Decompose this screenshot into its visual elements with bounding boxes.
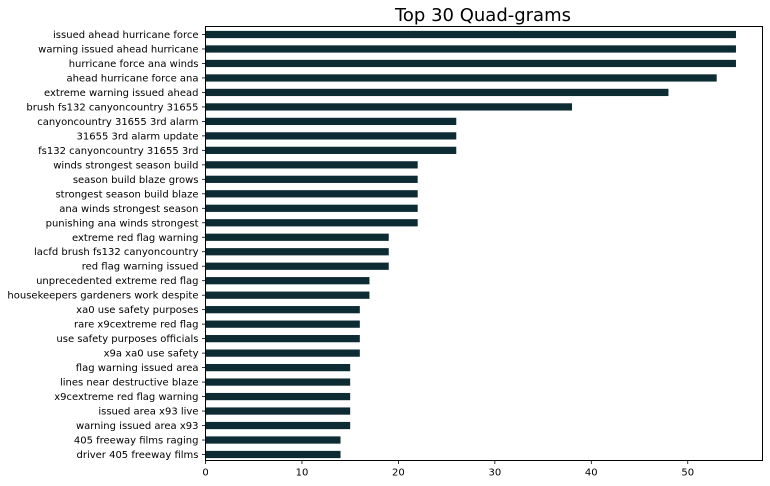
bar [205,45,736,53]
bar [205,407,351,415]
y-tick-label: ahead hurricane force ana [66,73,198,84]
y-tick-label: red flag warning issued [82,262,199,273]
bar [205,103,573,111]
y-tick-label: hurricane force ana winds [69,59,199,70]
bar [205,175,418,183]
y-tick-label: lacfd brush fs132 canyoncountry [34,247,199,258]
y-tick-label: warning issued area x93 [76,421,199,432]
x-axis-ticks: 0 10 20 30 40 50 [202,460,694,479]
y-tick-label: x9cextreme red flag warning [54,392,198,403]
y-tick-label: 31655 3rd alarm update [77,131,199,142]
y-tick-label: ana winds strongest season [59,204,198,215]
y-tick-label: xa0 use safety purposes [76,305,198,316]
bar [205,59,736,68]
bar [205,378,351,386]
x-tick-label: 50 [681,468,694,479]
y-tick-label: use safety purposes officials [56,334,198,345]
bar [205,190,418,198]
y-tick-label: brush fs132 canyoncountry 31655 [26,102,198,113]
plot-frame [205,26,763,461]
bar [205,450,341,459]
bar [205,248,389,256]
x-tick-label: 40 [585,468,598,479]
x-tick-label: 30 [488,468,501,479]
y-tick-label: unprecedented extreme red flag [36,276,198,287]
y-tick-label: punishing ana winds strongest [46,218,199,229]
bar [205,291,370,299]
bar [205,233,389,241]
bar [205,277,370,285]
x-tick-label: 0 [202,468,208,479]
y-tick-label: driver 405 freeway films [76,450,198,461]
y-tick-label: canyoncountry 31655 3rd alarm [37,117,198,128]
bar [205,204,418,212]
y-tick-label: fs132 canyoncountry 31655 3rd [38,146,198,157]
y-tick-label: issued area x93 live [98,407,198,418]
y-tick-label: 405 freeway films raging [74,436,199,447]
bar [205,320,360,328]
y-tick-label: season build blaze grows [73,175,199,186]
y-tick-label: strongest season build blaze [55,189,198,200]
bar [205,349,360,357]
chart-title: Top 30 Quad-grams [394,5,571,26]
y-tick-label: housekeepers gardeners work despite [7,291,198,302]
bar [205,436,341,444]
y-tick-label: warning issued ahead hurricane [38,44,198,55]
bar [205,88,669,97]
x-tick-label: 10 [296,468,309,479]
bar [205,363,351,372]
x-tick-label: 20 [392,468,405,479]
bar [205,161,418,169]
y-tick-label: x9a xa0 use safety [104,349,199,360]
bar [205,74,717,82]
y-axis-ticks: issued ahead hurricane force warning issu… [7,30,206,461]
bar [205,392,351,401]
bar [205,146,457,154]
bars [205,30,736,459]
y-tick-label: issued ahead hurricane force [53,30,198,41]
y-tick-label: rare x9cextreme red flag [74,320,199,331]
bar [205,262,389,270]
bar [205,219,418,227]
bar [205,30,736,39]
y-tick-label: lines near destructive blaze [60,378,199,389]
bar [205,306,360,314]
bar [205,132,457,140]
y-tick-label: winds strongest season build [53,160,198,171]
y-tick-label: extreme warning issued ahead [44,88,198,99]
y-tick-label: flag warning issued area [76,363,199,374]
bar [205,335,360,343]
bar [205,117,457,126]
bar [205,421,351,430]
y-tick-label: extreme red flag warning [72,233,199,244]
